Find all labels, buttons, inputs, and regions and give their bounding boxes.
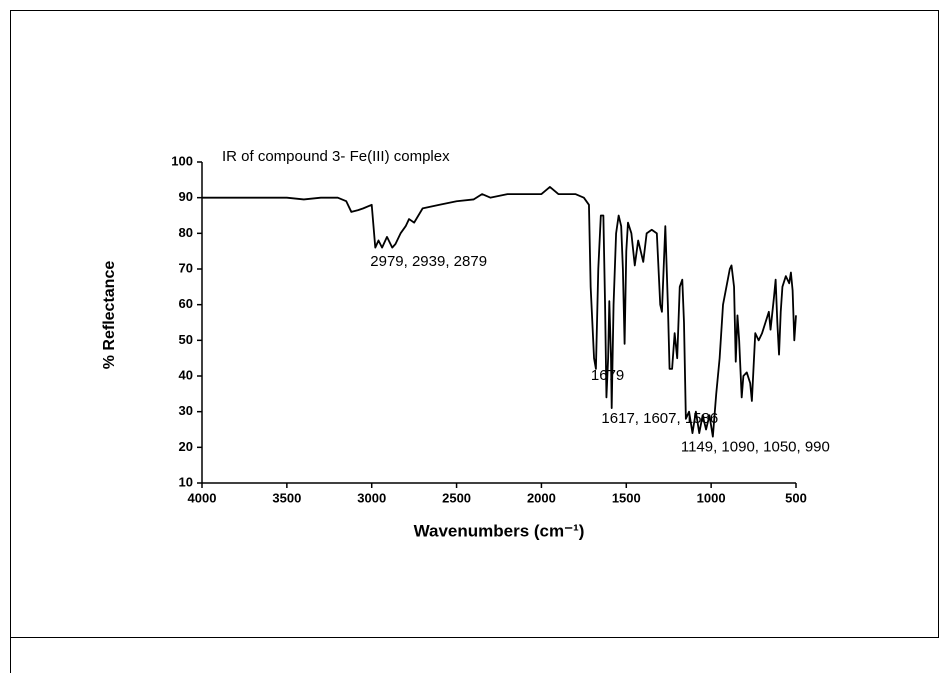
y-axis-label: % Reflectance	[101, 261, 118, 370]
y-tick-label: 60	[179, 296, 193, 311]
x-tick-label: 3000	[357, 490, 386, 505]
peak-annotation: 1617, 1607, 1586	[601, 410, 718, 427]
x-tick-label: 1500	[612, 490, 641, 505]
y-tick-label: 40	[179, 367, 193, 382]
peak-annotation: 2979, 2939, 2879	[370, 253, 487, 270]
x-tick-label: 2500	[442, 490, 471, 505]
x-tick-label: 3500	[272, 490, 301, 505]
y-tick-label: 50	[179, 332, 193, 347]
y-tick-label: 80	[179, 225, 193, 240]
chart-title: IR of compound 3- Fe(III) complex	[222, 148, 450, 165]
frame	[10, 10, 939, 638]
y-tick-label: 10	[179, 474, 193, 489]
y-tick-label: 70	[179, 260, 193, 275]
x-tick-label: 2000	[527, 490, 556, 505]
y-tick-label: 100	[171, 153, 193, 168]
x-tick-label: 4000	[188, 490, 217, 505]
y-tick-label: 20	[179, 439, 193, 454]
x-tick-label: 500	[785, 490, 807, 505]
y-tick-label: 90	[179, 189, 193, 204]
y-tick-label: 30	[179, 403, 193, 418]
spectrum-line	[202, 186, 797, 438]
peak-annotation: 1149, 1090, 1050, 990	[681, 438, 830, 455]
x-tick-label: 1000	[697, 490, 726, 505]
x-axis-label: Wavenumbers (cm⁻¹)	[414, 521, 585, 540]
peak-annotation: 1679	[591, 367, 624, 384]
